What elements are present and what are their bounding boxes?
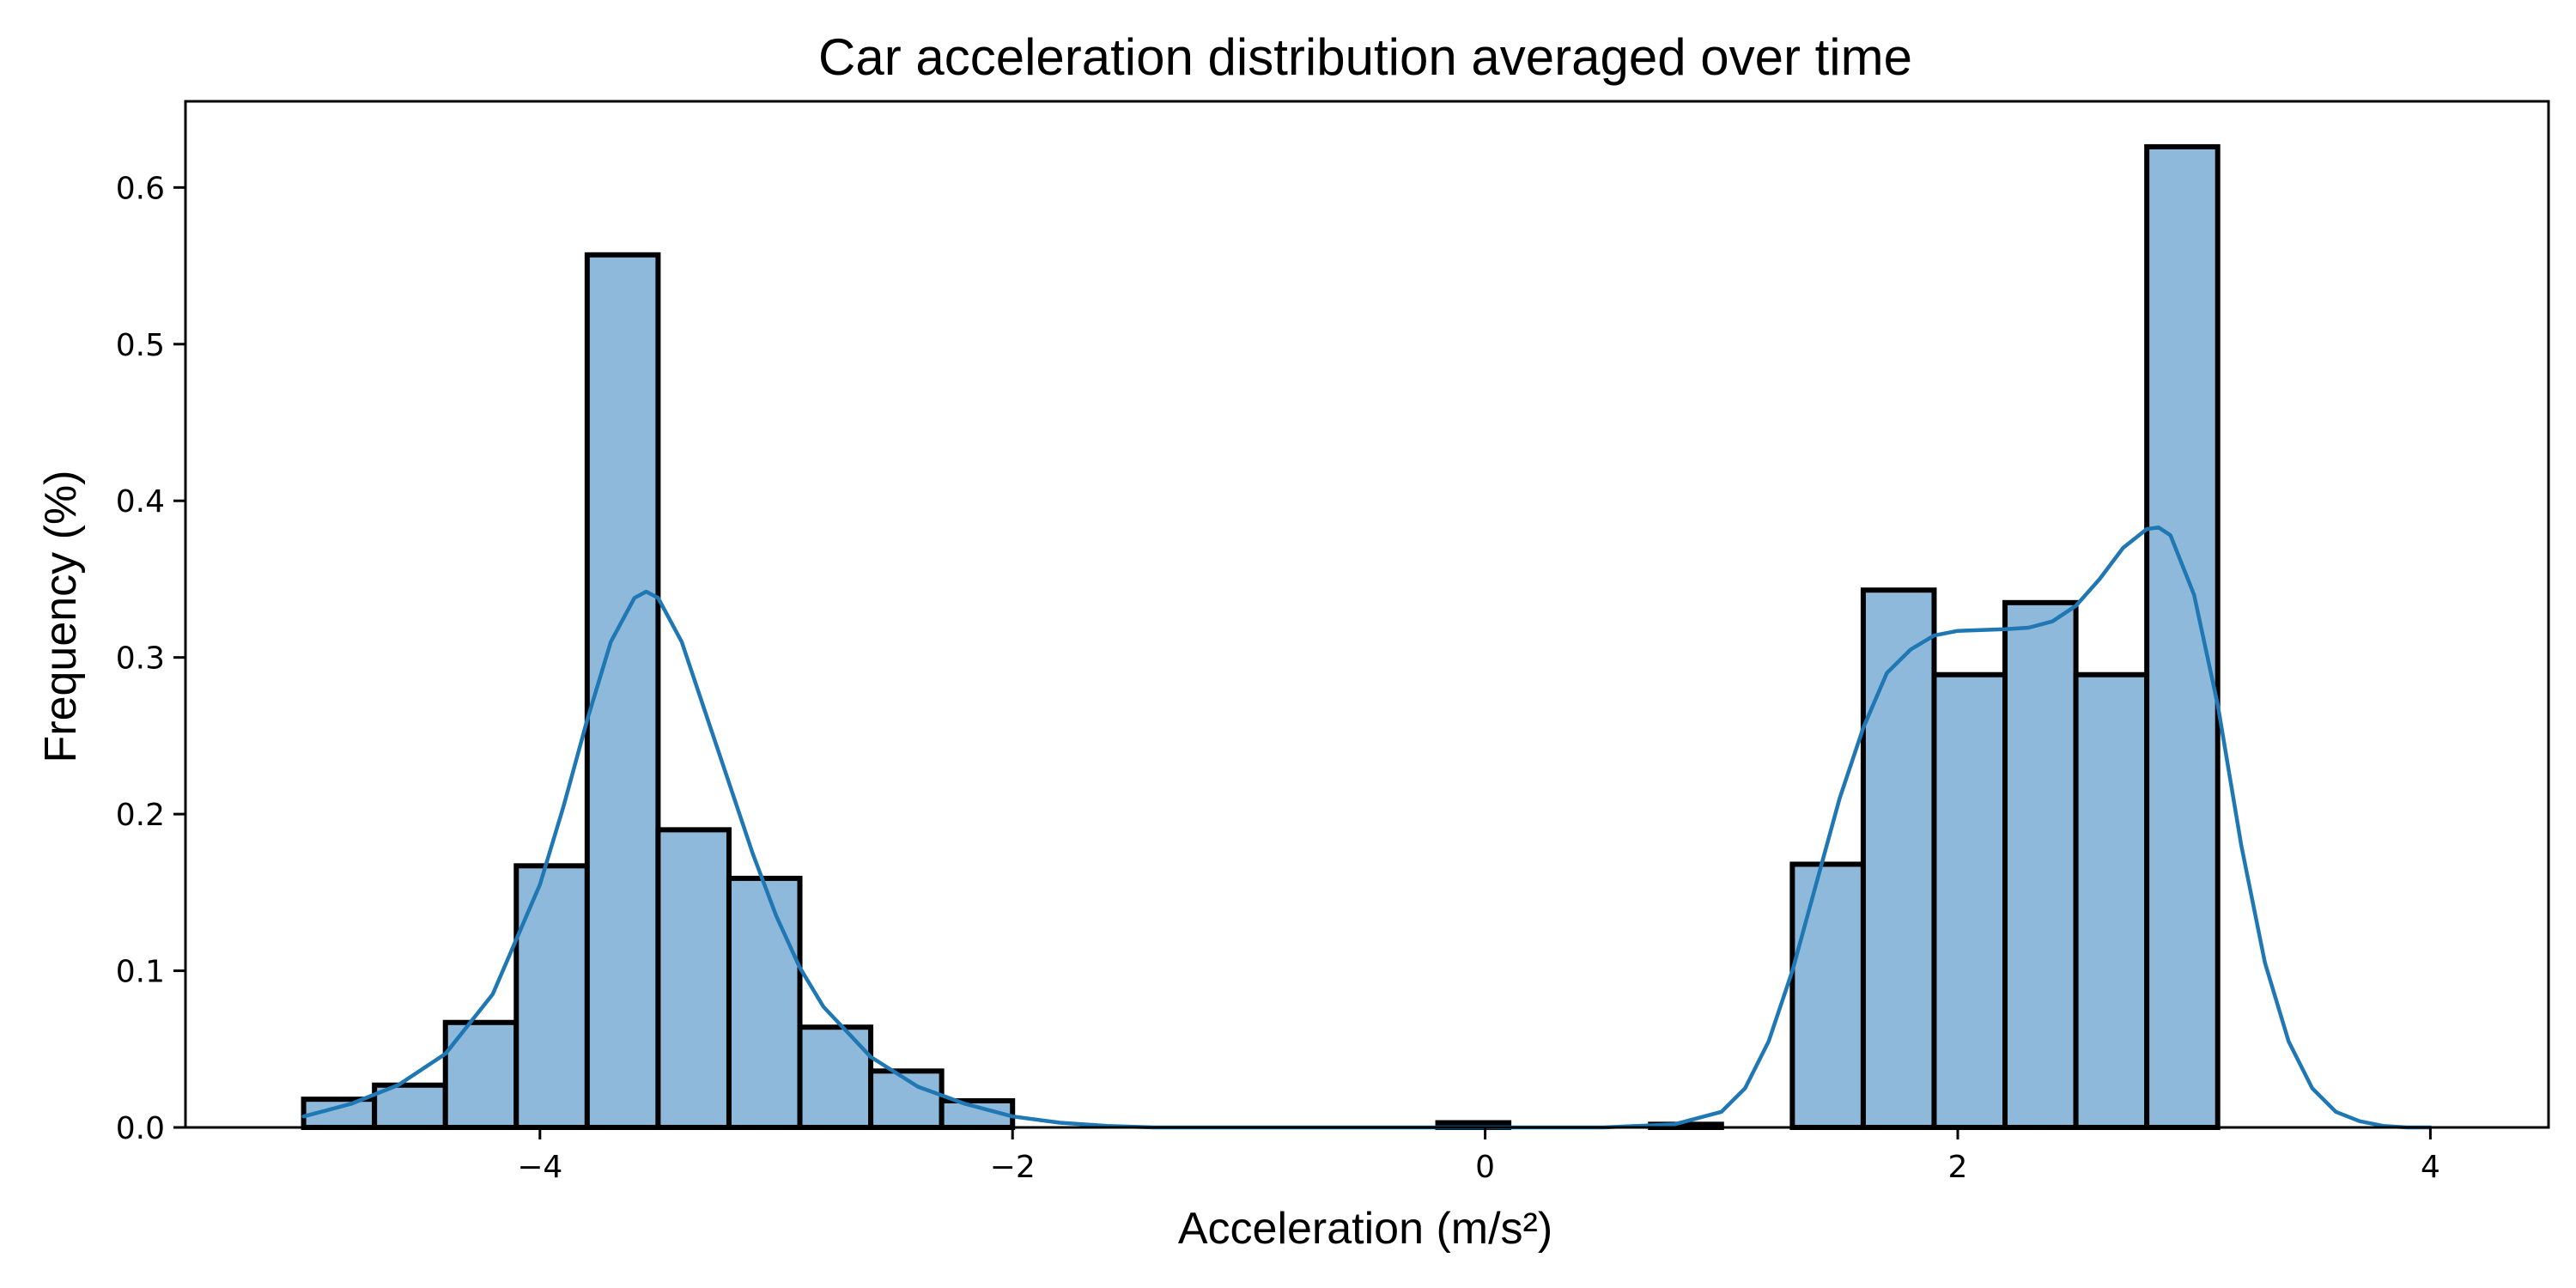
x-tick-label: −2 xyxy=(990,1150,1036,1185)
x-tick-label: 2 xyxy=(1948,1150,1968,1185)
chart-title: Car acceleration distribution averaged o… xyxy=(818,28,1912,86)
y-tick-label: 0.1 xyxy=(116,955,165,990)
x-tick-label: −4 xyxy=(517,1150,562,1185)
x-axis-label: Acceleration (m/s²) xyxy=(1178,1204,1552,1254)
y-axis: 0.0 0.1 0.2 0.3 0.4 0.5 0.6 xyxy=(116,171,185,1146)
y-tick-label: 0.4 xyxy=(116,484,165,519)
x-tick-label: 0 xyxy=(1475,1150,1495,1185)
histogram-bar xyxy=(2144,143,2221,1130)
y-tick-label: 0.5 xyxy=(116,328,165,363)
y-tick-label: 0.0 xyxy=(116,1111,165,1146)
y-tick-label: 0.3 xyxy=(116,641,165,677)
histogram-bar xyxy=(655,827,732,1130)
histogram-bar xyxy=(1931,671,2008,1130)
histogram-bar xyxy=(2002,599,2079,1130)
y-tick-label: 0.2 xyxy=(116,798,165,833)
plot-frame xyxy=(184,100,2550,1129)
x-axis: −4 −2 0 2 4 xyxy=(517,1127,2440,1185)
y-axis-label: Frequency (%) xyxy=(36,471,86,763)
kde-line xyxy=(301,525,2433,1130)
y-tick-label: 0.6 xyxy=(116,171,165,206)
x-tick-label: 4 xyxy=(2421,1150,2440,1185)
histogram-bar xyxy=(1860,587,1937,1130)
histogram-bar xyxy=(726,875,803,1130)
histogram-bar xyxy=(797,1024,874,1131)
histogram-bars xyxy=(301,143,2221,1131)
histogram-bar xyxy=(1789,861,1866,1130)
histogram-bar xyxy=(2073,671,2150,1130)
histogram-bar xyxy=(513,863,590,1130)
